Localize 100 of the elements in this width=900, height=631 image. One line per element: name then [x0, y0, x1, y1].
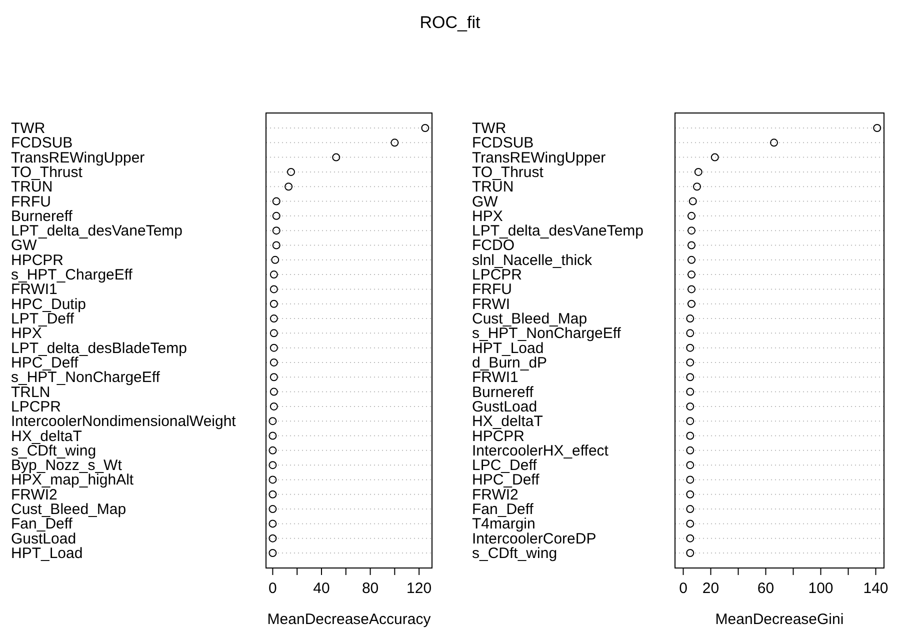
- y-tick-label: TRUN: [11, 178, 53, 196]
- y-tick-label: FRWI2: [472, 486, 518, 504]
- y-tick-label: IntercoolerHX_effect: [472, 442, 610, 460]
- point: [268, 549, 277, 557]
- y-tick-label: FCDSUB: [11, 134, 73, 152]
- chart-title: ROC_fit: [420, 13, 480, 32]
- y-tick-label: d_Burn_dP: [472, 354, 548, 372]
- point: [272, 197, 280, 206]
- x-tick-label: 0: [268, 580, 277, 597]
- y-tick-label: FRWI2: [11, 486, 58, 504]
- point: [270, 300, 278, 308]
- point: [272, 241, 280, 250]
- point: [688, 197, 697, 206]
- y-tick-label: HPX: [472, 208, 503, 225]
- y-tick-label: FCDO: [472, 237, 514, 254]
- y-tick-label: TransREWingUpper: [11, 149, 145, 166]
- point: [688, 285, 696, 294]
- point: [270, 388, 278, 396]
- y-tick-label: HPT_Load: [11, 545, 83, 562]
- x-axis-title: MeanDecreaseGini: [715, 611, 844, 628]
- point: [688, 241, 696, 250]
- point: [268, 520, 277, 528]
- point: [686, 490, 694, 498]
- y-tick-label: Burnereff: [11, 208, 74, 225]
- point: [686, 534, 694, 542]
- point: [268, 505, 277, 514]
- point: [686, 388, 694, 396]
- point: [686, 549, 694, 557]
- point: [694, 168, 702, 176]
- y-tick-label: TRUN: [472, 178, 514, 196]
- y-tick-label: LPT_delta_desVaneTemp: [11, 222, 183, 240]
- x-tick-label: 120: [406, 580, 432, 597]
- x-tick-label: 20: [702, 580, 720, 597]
- point: [270, 373, 278, 382]
- y-tick-label: GW: [11, 237, 38, 254]
- y-tick-label: FRFU: [11, 193, 51, 210]
- y-tick-label: HPC_Deff: [11, 354, 80, 372]
- point: [272, 212, 280, 220]
- x-tick-label: 60: [757, 580, 774, 597]
- point: [693, 182, 701, 191]
- x-tick-label: 40: [313, 580, 330, 597]
- y-tick-label: LPT_delta_desVaneTemp: [472, 222, 644, 240]
- point: [686, 432, 694, 440]
- point: [270, 329, 278, 338]
- y-tick-label: HX_deltaT: [472, 413, 543, 430]
- point: [268, 446, 277, 454]
- point: [270, 270, 278, 279]
- point: [770, 138, 778, 147]
- point: [270, 344, 278, 352]
- y-tick-label: s_HPT_NonChargeEff: [11, 369, 161, 386]
- y-tick-label: HPCPR: [11, 252, 64, 269]
- point: [271, 256, 280, 264]
- point: [268, 417, 277, 426]
- point: [686, 446, 694, 454]
- x-tick-label: 0: [679, 580, 688, 597]
- y-tick-label: FCDSUB: [472, 134, 534, 152]
- point: [686, 314, 694, 323]
- point: [268, 432, 277, 440]
- point: [390, 138, 399, 147]
- point: [287, 168, 296, 176]
- y-tick-label: HPX: [11, 325, 42, 342]
- point: [686, 417, 694, 426]
- point: [688, 226, 696, 235]
- point: [686, 344, 694, 352]
- point: [686, 520, 694, 528]
- y-tick-label: Fan_Deff: [11, 516, 74, 533]
- point: [268, 534, 277, 542]
- point: [332, 153, 340, 162]
- y-tick-label: GW: [472, 193, 499, 210]
- y-tick-label: TO_Thrust: [472, 164, 544, 181]
- point: [268, 461, 277, 470]
- y-tick-label: HPC_Deff: [472, 472, 540, 489]
- x-tick-label: 100: [808, 580, 834, 597]
- y-tick-label: slnl_Nacelle_thick: [472, 252, 593, 269]
- y-tick-label: TRLN: [11, 384, 50, 401]
- y-tick-label: FRWI1: [11, 281, 58, 298]
- point: [268, 490, 277, 498]
- y-tick-label: TWR: [472, 120, 506, 137]
- x-tick-label: 140: [863, 580, 888, 597]
- y-tick-label: TransREWingUpper: [472, 149, 606, 166]
- x-axis-title: MeanDecreaseAccuracy: [267, 611, 432, 628]
- y-tick-label: LPT_Deff: [11, 310, 75, 328]
- point: [686, 505, 694, 514]
- y-tick-label: T4margin: [472, 516, 536, 533]
- point: [686, 402, 694, 410]
- y-tick-label: TO_Thrust: [11, 164, 84, 181]
- point: [686, 461, 694, 470]
- point: [270, 402, 278, 410]
- y-tick-label: GustLoad: [11, 530, 76, 548]
- y-tick-label: s_CDft_wing: [11, 442, 96, 460]
- y-tick-label: HPCPR: [472, 428, 525, 445]
- y-tick-label: Cust_Bleed_Map: [472, 310, 588, 328]
- point: [873, 124, 882, 132]
- point: [686, 329, 694, 338]
- y-tick-label: s_CDft_wing: [472, 545, 558, 562]
- point: [686, 358, 694, 366]
- y-tick-label: Cust_Bleed_Map: [11, 501, 126, 518]
- point: [272, 226, 280, 235]
- y-tick-label: LPC_Deff: [472, 457, 538, 474]
- y-tick-label: FRWI: [472, 296, 510, 313]
